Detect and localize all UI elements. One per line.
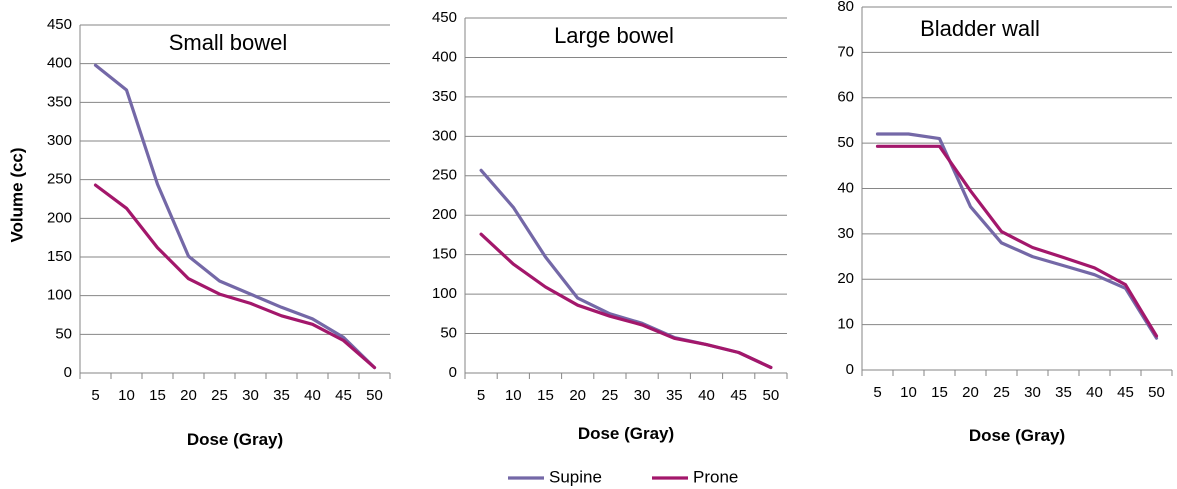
y-tick-label: 50 xyxy=(55,325,72,342)
x-axis-label: Dose (Gray) xyxy=(578,424,674,443)
series-line-prone xyxy=(93,183,377,370)
y-tick-label: 10 xyxy=(837,316,854,333)
y-tick-label: 100 xyxy=(432,285,457,302)
y-tick-label: 60 xyxy=(837,89,854,106)
chart-panel-1: 0 50 100 150 200 250 300 350 400 450 5 10 15 20 25 30 35… xyxy=(432,9,788,443)
y-tick-label: 30 xyxy=(837,225,854,242)
x-tick-label: 5 xyxy=(873,384,881,401)
x-tick-label: 10 xyxy=(118,387,135,404)
x-tick-label: 20 xyxy=(962,384,979,401)
y-tick-label: 350 xyxy=(47,93,72,110)
y-tick-label: 250 xyxy=(432,167,457,184)
x-tick-label: 30 xyxy=(1024,384,1041,401)
series-line-supine xyxy=(93,63,377,370)
y-tick-label: 150 xyxy=(432,246,457,263)
x-tick-label: 10 xyxy=(900,384,917,401)
series-line-prone xyxy=(875,144,1159,338)
x-tick-label: 40 xyxy=(698,387,715,404)
chart-panel-0: 0 50 100 150 200 250 300 350 400 450 5 10 15 20 25 30 35… xyxy=(47,16,391,449)
x-tick-label: 45 xyxy=(335,387,352,404)
panel-title: Large bowel xyxy=(554,23,674,48)
legend-label-prone: Prone xyxy=(693,467,738,486)
y-tick-label: 70 xyxy=(837,43,854,60)
chart-panel-2: 0 10 20 30 40 50 60 70 80 5 10 15 20 25 30 35 40 45 50 Blad… xyxy=(837,0,1173,445)
y-tick-label: 80 xyxy=(837,0,854,15)
y-tick-label: 0 xyxy=(449,364,457,381)
y-tick-label: 0 xyxy=(846,361,854,378)
y-tick-label: 0 xyxy=(64,364,72,381)
x-axis-label: Dose (Gray) xyxy=(187,430,283,449)
y-tick-label: 50 xyxy=(837,134,854,151)
x-tick-label: 30 xyxy=(242,387,259,404)
x-tick-label: 35 xyxy=(273,387,290,404)
x-tick-label: 15 xyxy=(149,387,166,404)
x-tick-label: 45 xyxy=(1117,384,1134,401)
x-tick-label: 50 xyxy=(763,387,780,404)
panel-title: Small bowel xyxy=(169,30,288,55)
x-tick-label: 20 xyxy=(180,387,197,404)
x-tick-label: 30 xyxy=(634,387,651,404)
series-line-supine xyxy=(875,132,1159,340)
legend: Supine Prone xyxy=(508,467,738,486)
x-tick-label: 15 xyxy=(537,387,554,404)
series-line-prone xyxy=(479,232,773,370)
x-tick-label: 40 xyxy=(304,387,321,404)
y-tick-label: 200 xyxy=(47,209,72,226)
x-tick-label: 5 xyxy=(91,387,99,404)
legend-label-supine: Supine xyxy=(549,467,602,486)
x-tick-label: 20 xyxy=(569,387,586,404)
x-tick-label: 35 xyxy=(1055,384,1072,401)
x-tick-label: 10 xyxy=(505,387,522,404)
y-tick-label: 450 xyxy=(432,9,457,26)
x-tick-label: 15 xyxy=(931,384,948,401)
y-tick-label: 250 xyxy=(47,171,72,188)
panel-title: Bladder wall xyxy=(920,16,1040,41)
y-tick-label: 400 xyxy=(47,55,72,72)
x-tick-label: 50 xyxy=(1148,384,1165,401)
y-tick-label: 350 xyxy=(432,88,457,105)
y-tick-label: 20 xyxy=(837,270,854,287)
y-tick-label: 300 xyxy=(432,127,457,144)
y-tick-label: 400 xyxy=(432,48,457,65)
x-tick-label: 40 xyxy=(1086,384,1103,401)
y-tick-label: 300 xyxy=(47,132,72,149)
x-tick-label: 25 xyxy=(602,387,619,404)
x-tick-label: 35 xyxy=(666,387,683,404)
x-tick-label: 25 xyxy=(993,384,1010,401)
series-line-supine xyxy=(479,168,773,370)
x-tick-label: 5 xyxy=(477,387,485,404)
x-axis-label: Dose (Gray) xyxy=(969,426,1065,445)
y-tick-label: 50 xyxy=(440,325,457,342)
y-tick-label: 200 xyxy=(432,206,457,223)
y-tick-label: 150 xyxy=(47,248,72,265)
y-tick-label: 450 xyxy=(47,16,72,33)
y-tick-label: 100 xyxy=(47,287,72,304)
y-axis-label: Volume (cc) xyxy=(7,147,26,242)
y-tick-label: 40 xyxy=(837,179,854,196)
x-tick-label: 45 xyxy=(730,387,747,404)
x-tick-label: 50 xyxy=(366,387,383,404)
x-tick-label: 25 xyxy=(211,387,228,404)
